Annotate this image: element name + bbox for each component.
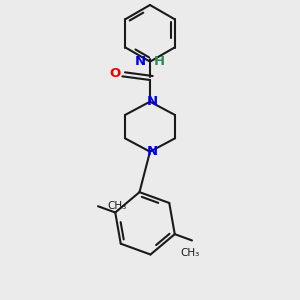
Text: CH₃: CH₃ [107, 201, 127, 211]
Text: N: N [135, 55, 146, 68]
Text: O: O [110, 67, 121, 80]
Text: CH₃: CH₃ [181, 248, 200, 258]
Text: H: H [154, 55, 165, 68]
Text: N: N [147, 145, 158, 158]
Text: N: N [147, 95, 158, 108]
